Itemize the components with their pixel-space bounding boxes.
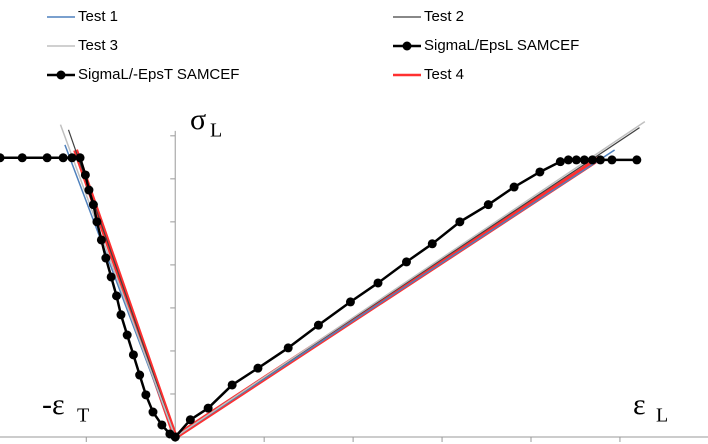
- marker: [563, 155, 573, 165]
- x-left-symbol: -ε: [42, 388, 65, 421]
- marker: [141, 390, 151, 400]
- marker: [92, 217, 102, 227]
- marker: [112, 291, 122, 301]
- legend-label: Test 4: [424, 66, 464, 83]
- series-line: [59, 120, 646, 438]
- marker: [535, 167, 545, 177]
- marker: [253, 363, 263, 373]
- marker: [101, 253, 111, 263]
- marker: [455, 217, 465, 227]
- marker: [345, 297, 355, 307]
- legend-label: Test 3: [78, 37, 118, 54]
- marker: [135, 370, 145, 380]
- marker: [555, 157, 565, 167]
- marker: [157, 420, 167, 430]
- series-line: [174, 158, 637, 438]
- marker: [170, 432, 180, 442]
- marker: [571, 155, 581, 165]
- marker: [96, 235, 106, 245]
- marker: [203, 403, 213, 413]
- marker: [587, 155, 597, 165]
- legend-marker: [402, 41, 412, 51]
- marker: [0, 153, 5, 163]
- legend-marker: [56, 70, 66, 80]
- marker: [427, 239, 437, 249]
- marker: [17, 153, 27, 163]
- marker: [373, 278, 383, 288]
- marker: [106, 272, 116, 282]
- x-right-symbol: ε: [633, 388, 646, 421]
- marker: [595, 155, 605, 165]
- marker: [148, 407, 158, 417]
- legend-label: SigmaL/EpsL SAMCEF: [424, 37, 579, 54]
- marker: [122, 330, 132, 340]
- y-axis-subscript: L: [210, 120, 222, 142]
- marker: [579, 155, 589, 165]
- marker: [632, 155, 642, 165]
- legend-label: Test 1: [78, 8, 118, 25]
- marker: [42, 153, 52, 163]
- x-left-subscript: T: [77, 405, 89, 427]
- legend-label: SigmaL/-EpsT SAMCEF: [78, 66, 239, 83]
- marker: [227, 380, 237, 390]
- marker: [607, 155, 617, 165]
- marker: [116, 310, 126, 320]
- marker: [185, 415, 195, 425]
- marker: [75, 153, 85, 163]
- marker: [67, 153, 77, 163]
- marker: [509, 182, 519, 192]
- marker: [283, 343, 293, 353]
- marker: [88, 200, 98, 210]
- marker: [58, 153, 68, 163]
- marker: [84, 185, 94, 195]
- marker: [313, 320, 323, 330]
- legend-label: Test 2: [424, 8, 464, 25]
- series-line: [73, 149, 602, 440]
- x-right-subscript: L: [656, 405, 668, 427]
- marker: [80, 170, 90, 180]
- marker: [401, 257, 411, 267]
- y-axis-symbol: σ: [190, 103, 206, 136]
- series-line: [67, 127, 640, 438]
- marker: [128, 350, 138, 360]
- marker: [483, 200, 493, 210]
